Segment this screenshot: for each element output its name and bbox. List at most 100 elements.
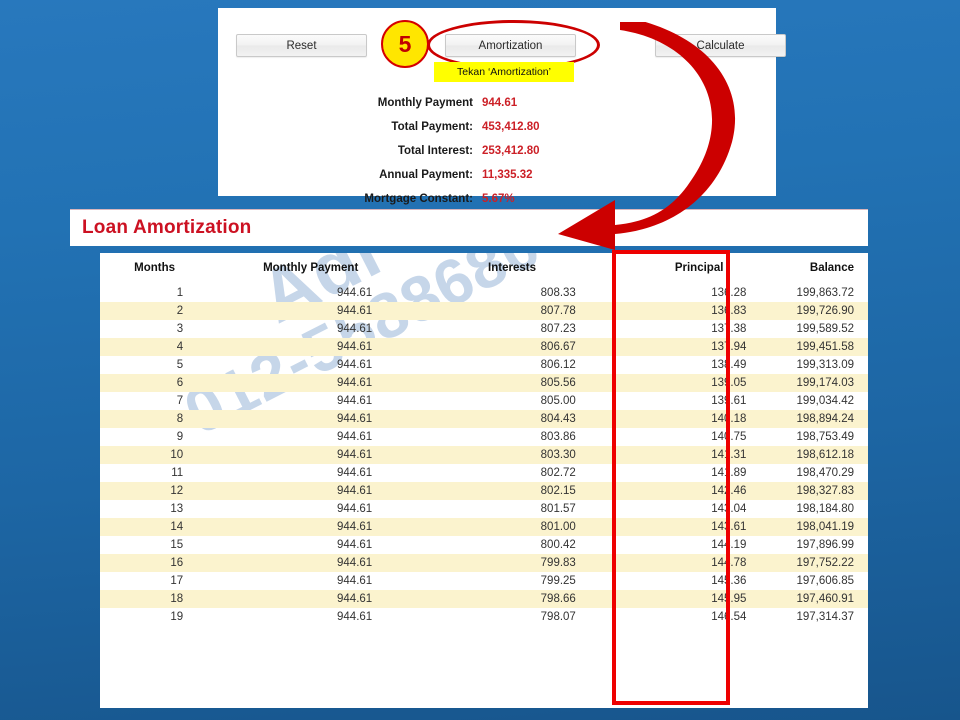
cell-monthly-payment: 944.61	[209, 590, 413, 608]
cell-balance: 198,894.24	[786, 410, 868, 428]
cell-monthly-payment: 944.61	[337, 395, 373, 407]
table-row[interactable]: 12 944.61 802.15 142.46 198,327.83	[100, 482, 868, 500]
cell-principal: 137.38	[711, 323, 747, 335]
cell-monthly-payment: 944.61	[209, 410, 413, 428]
summary-value: 253,412.80	[482, 144, 540, 157]
table-header-row: Months Monthly Payment Interests Princip…	[100, 253, 868, 284]
cell-interests: 799.25	[540, 575, 576, 587]
cell-monthly-payment: 944.61	[337, 359, 373, 371]
table-row[interactable]: 2 944.61 807.78 136.83 199,726.90	[100, 302, 868, 320]
cell-principal: 145.36	[711, 575, 747, 587]
cell-balance: 197,460.91	[786, 590, 868, 608]
column-header-balance[interactable]: Balance	[809, 262, 854, 274]
table-row[interactable]: 3 944.61 807.23 137.38 199,589.52	[100, 320, 868, 338]
cell-months: 10	[100, 446, 210, 464]
cell-monthly-payment: 944.61	[337, 575, 373, 587]
step-number-badge: 5	[381, 20, 429, 68]
summary-label: Total Payment:	[391, 120, 473, 133]
cell-balance: 199,589.52	[796, 323, 854, 335]
table-row[interactable]: 14 944.61 801.00 143.61 198,041.19	[100, 518, 868, 536]
cell-balance: 197,314.37	[796, 611, 854, 623]
table-row[interactable]: 18 944.61 798.66 145.95 197,460.91	[100, 590, 868, 608]
summary-value: 5.67%	[482, 192, 515, 205]
cell-months: 15	[170, 539, 184, 551]
cell-interests: 806.12	[540, 359, 576, 371]
table-header: Months Monthly Payment Interests Princip…	[100, 253, 868, 284]
cell-months: 19	[170, 611, 184, 623]
cell-balance: 199,451.58	[786, 338, 868, 356]
table-row[interactable]: 13 944.61 801.57 143.04 198,184.80	[100, 500, 868, 518]
cell-balance: 198,753.49	[796, 431, 854, 443]
summary-value: 11,335.32	[482, 168, 533, 181]
table-row[interactable]: 5 944.61 806.12 138.49 199,313.09	[100, 356, 868, 374]
cell-monthly-payment: 944.61	[337, 287, 373, 299]
cell-months: 2	[100, 302, 210, 320]
column-header-months[interactable]: Months	[134, 262, 176, 274]
summary-row: Monthly Payment 944.61	[218, 92, 776, 113]
cell-principal: 140.18	[611, 410, 787, 428]
cell-principal: 145.95	[611, 590, 787, 608]
cell-months: 5	[176, 359, 184, 371]
cell-balance: 197,606.85	[796, 575, 854, 587]
cell-months: 7	[176, 395, 184, 407]
table-row[interactable]: 16 944.61 799.83 144.78 197,752.22	[100, 554, 868, 572]
cell-interests: 807.23	[540, 323, 576, 335]
cell-months: 4	[100, 338, 210, 356]
cell-months: 16	[100, 554, 210, 572]
table-row[interactable]: 11 944.61 802.72 141.89 198,470.29	[100, 464, 868, 482]
cell-months: 3	[176, 323, 184, 335]
summary-label: Annual Payment:	[379, 168, 473, 181]
cell-principal: 137.94	[611, 338, 787, 356]
cell-interests: 803.86	[540, 431, 576, 443]
table-row[interactable]: 15 944.61 800.42 144.19 197,896.99	[100, 536, 868, 554]
cell-interests: 798.07	[540, 611, 576, 623]
table-row[interactable]: 10 944.61 803.30 141.31 198,612.18	[100, 446, 868, 464]
cell-monthly-payment: 944.61	[337, 503, 373, 515]
table-row[interactable]: 8 944.61 804.43 140.18 198,894.24	[100, 410, 868, 428]
cell-principal: 142.46	[611, 482, 787, 500]
cell-principal: 139.05	[611, 374, 787, 392]
cell-principal: 141.89	[711, 467, 747, 479]
reset-button[interactable]: Reset	[236, 34, 367, 57]
table-row[interactable]: 4 944.61 806.67 137.94 199,451.58	[100, 338, 868, 356]
cell-monthly-payment: 944.61	[209, 518, 413, 536]
calculation-summary: Monthly Payment 944.61 Total Payment: 45…	[218, 92, 776, 212]
cell-principal: 136.83	[611, 302, 787, 320]
cell-interests: 801.57	[540, 503, 576, 515]
table-row[interactable]: 6 944.61 805.56 139.05 199,174.03	[100, 374, 868, 392]
column-header-principal[interactable]: Principal	[674, 262, 724, 274]
cell-balance: 199,313.09	[796, 359, 854, 371]
table-row[interactable]: 1 944.61 808.33 136.28 199,863.72	[100, 284, 868, 302]
loan-amortization-header: Loan Amortization	[70, 209, 868, 246]
summary-row: Mortgage Constant: 5.67%	[218, 188, 776, 209]
column-header-monthly-payment[interactable]: Monthly Payment	[263, 262, 359, 274]
cell-interests: 798.66	[412, 590, 612, 608]
cell-interests: 801.00	[412, 518, 612, 536]
flow-arrow-icon	[558, 22, 736, 250]
cell-monthly-payment: 944.61	[337, 323, 373, 335]
cell-monthly-payment: 944.61	[209, 338, 413, 356]
cell-balance: 198,612.18	[786, 446, 868, 464]
cell-months: 8	[100, 410, 210, 428]
page-title: Loan Amortization	[82, 217, 252, 238]
cell-monthly-payment: 944.61	[209, 554, 413, 572]
cell-balance: 198,470.29	[796, 467, 854, 479]
cell-interests: 808.33	[540, 287, 576, 299]
cell-months: 12	[100, 482, 210, 500]
summary-label: Total Interest:	[397, 144, 473, 157]
cell-interests: 804.43	[412, 410, 612, 428]
cell-principal: 146.54	[711, 611, 747, 623]
cell-monthly-payment: 944.61	[209, 482, 413, 500]
cell-months: 18	[100, 590, 210, 608]
cell-months: 17	[170, 575, 184, 587]
column-header-interests[interactable]: Interests	[488, 262, 536, 274]
amortization-button[interactable]: Amortization	[445, 34, 576, 57]
table-row[interactable]: 19 944.61 798.07 146.54 197,314.37	[100, 608, 868, 626]
table-row[interactable]: 17 944.61 799.25 145.36 197,606.85	[100, 572, 868, 590]
summary-value: 944.61	[482, 96, 518, 109]
cell-months: 9	[176, 431, 184, 443]
cell-monthly-payment: 944.61	[337, 431, 373, 443]
cell-balance: 198,327.83	[786, 482, 868, 500]
table-row[interactable]: 7 944.61 805.00 139.61 199,034.42	[100, 392, 868, 410]
table-row[interactable]: 9 944.61 803.86 140.75 198,753.49	[100, 428, 868, 446]
